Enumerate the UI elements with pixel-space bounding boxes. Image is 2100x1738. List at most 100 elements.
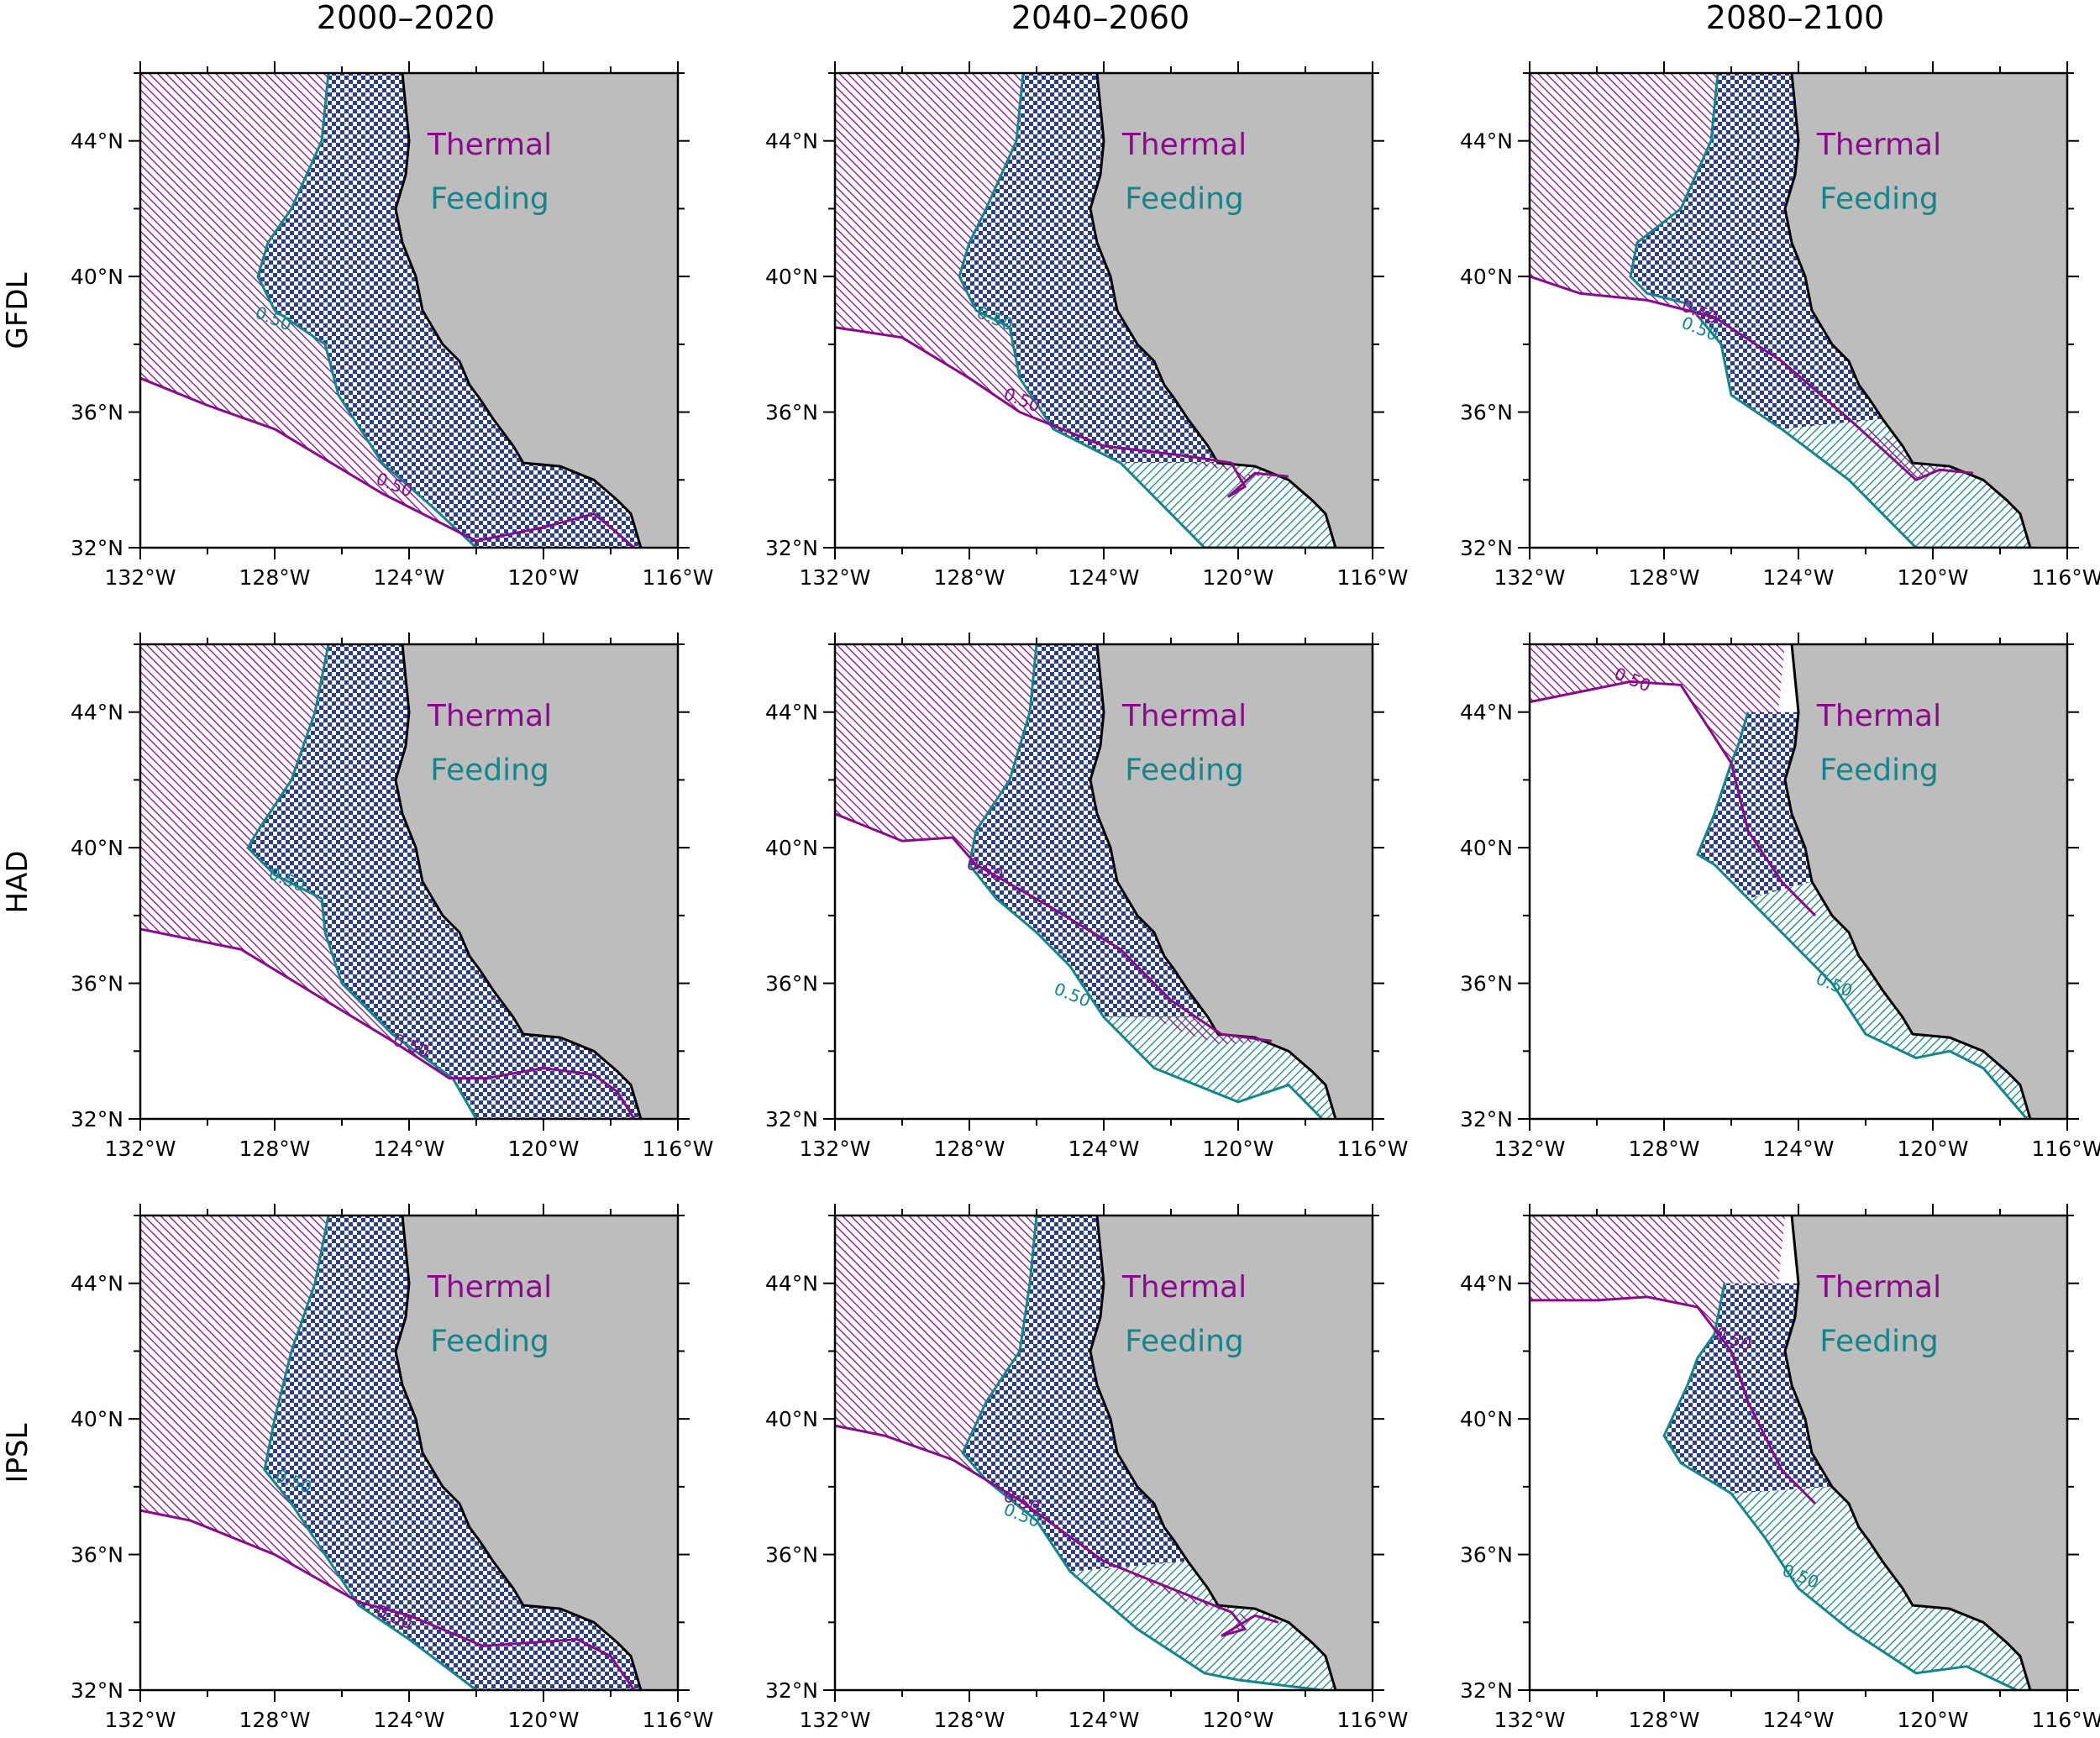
- legend-thermal: Thermal: [1121, 128, 1247, 162]
- lat-tick-label: 44°N: [71, 701, 123, 725]
- legend-thermal: Thermal: [1816, 1270, 1941, 1305]
- lon-tick-label: 128°W: [934, 1708, 1005, 1732]
- lat-tick-label: 32°N: [1460, 536, 1513, 560]
- lon-tick-label: 128°W: [239, 1137, 311, 1161]
- lon-tick-label: 132°W: [800, 565, 871, 590]
- lon-tick-label: 116°W: [643, 565, 714, 590]
- map-area: 0.500.50: [835, 73, 1373, 548]
- lon-tick-label: 116°W: [2032, 1708, 2100, 1732]
- column-title-2080-2100: 2080–2100: [1706, 0, 1884, 36]
- feeding-contour-line: [958, 73, 1339, 548]
- thermal-contour-line: [835, 812, 1273, 1042]
- lat-tick-label: 40°N: [71, 265, 123, 289]
- coastline: [1089, 73, 1337, 548]
- thermal-habitat-region: [140, 73, 638, 548]
- lat-tick-label: 44°N: [765, 701, 818, 725]
- lon-tick-label: 128°W: [239, 565, 311, 590]
- lat-tick-label: 40°N: [71, 1407, 123, 1431]
- lat-tick-label: 40°N: [765, 265, 818, 289]
- map-area: 0.500.50: [835, 644, 1373, 1119]
- lat-tick-label: 32°N: [1460, 1678, 1513, 1703]
- lat-tick-label: 36°N: [71, 972, 123, 996]
- lat-tick-label: 40°N: [1460, 265, 1513, 289]
- land-region: [1090, 644, 1373, 1119]
- legend-thermal: Thermal: [427, 1270, 552, 1305]
- lat-tick-label: 44°N: [1460, 129, 1513, 154]
- lat-tick-label: 36°N: [71, 1543, 123, 1567]
- coastline: [1783, 73, 2032, 548]
- lat-tick-label: 36°N: [765, 1543, 818, 1567]
- lon-tick-label: 116°W: [2032, 1137, 2100, 1161]
- lat-tick-label: 36°N: [1460, 1543, 1513, 1567]
- lon-tick-label: 124°W: [374, 1708, 445, 1732]
- lon-tick-label: 120°W: [508, 565, 580, 590]
- map-area: 0.500.50: [1530, 73, 2067, 548]
- feeding-contour-line: [263, 1216, 477, 1690]
- lat-tick-label: 36°N: [1460, 401, 1513, 425]
- land-region: [1785, 73, 2067, 548]
- lon-tick-label: 128°W: [934, 565, 1005, 590]
- lon-tick-label: 124°W: [1763, 565, 1835, 590]
- legend-feeding: Feeding: [1125, 1324, 1244, 1358]
- lon-tick-label: 132°W: [1494, 565, 1566, 590]
- map-area: 0.500.50: [1530, 644, 2067, 1119]
- overlap-habitat-region: [248, 644, 641, 1119]
- lon-tick-label: 128°W: [239, 1708, 311, 1732]
- lon-tick-label: 132°W: [800, 1708, 871, 1732]
- legend-feeding: Feeding: [1125, 753, 1244, 787]
- lon-tick-label: 124°W: [1068, 1137, 1140, 1161]
- thermal-habitat-region: [1530, 73, 1940, 480]
- lon-tick-label: 128°W: [1629, 565, 1700, 590]
- lon-tick-label: 116°W: [643, 1137, 714, 1161]
- lon-tick-label: 132°W: [1494, 1708, 1566, 1732]
- lon-tick-label: 116°W: [1337, 1708, 1409, 1732]
- land-region: [396, 644, 678, 1119]
- coastline: [1783, 1216, 2032, 1690]
- lon-tick-label: 132°W: [105, 565, 176, 590]
- land-region: [1090, 73, 1373, 548]
- lon-tick-label: 124°W: [1763, 1708, 1835, 1732]
- lon-tick-label: 120°W: [1203, 565, 1274, 590]
- legend-thermal: Thermal: [427, 699, 552, 733]
- lon-tick-label: 124°W: [1763, 1137, 1835, 1161]
- lat-tick-label: 44°N: [71, 129, 123, 154]
- column-title-2000-2020: 2000–2020: [317, 0, 495, 36]
- overlap-habitat-region: [969, 644, 1208, 1017]
- lat-tick-label: 36°N: [765, 401, 818, 425]
- thermal-contour-line: [140, 927, 636, 1119]
- lat-tick-label: 40°N: [1460, 1407, 1513, 1431]
- legend-thermal: Thermal: [1816, 128, 1941, 162]
- map-area: 0.500.50: [140, 73, 678, 548]
- lon-tick-label: 120°W: [508, 1708, 580, 1732]
- overlap-habitat-region: [258, 73, 641, 548]
- lon-tick-label: 116°W: [2032, 565, 2100, 590]
- legend-feeding: Feeding: [430, 753, 549, 787]
- row-label-gfdl: GFDL: [1, 272, 34, 349]
- lon-tick-label: 128°W: [1629, 1708, 1700, 1732]
- lon-tick-label: 132°W: [105, 1137, 176, 1161]
- lon-tick-label: 124°W: [374, 565, 445, 590]
- lon-tick-label: 120°W: [1898, 565, 1969, 590]
- legend-thermal: Thermal: [1816, 699, 1941, 733]
- coastline: [394, 73, 643, 548]
- column-title-2040-2060: 2040–2060: [1011, 0, 1189, 36]
- thermal-contour-line: [140, 1509, 636, 1690]
- land-region: [396, 73, 678, 548]
- lat-tick-label: 40°N: [71, 836, 123, 860]
- overlap-habitat-region: [265, 1216, 641, 1690]
- coastline: [394, 644, 643, 1119]
- lon-tick-label: 120°W: [1203, 1708, 1274, 1732]
- feeding-contour-line: [961, 1216, 1323, 1690]
- thermal-contour-line: [1530, 680, 1817, 916]
- lon-tick-label: 132°W: [1494, 1137, 1566, 1161]
- legend-feeding: Feeding: [1819, 753, 1939, 787]
- lon-tick-label: 120°W: [508, 1137, 580, 1161]
- map-area: 0.500.50: [835, 1216, 1373, 1690]
- lon-tick-label: 128°W: [1629, 1137, 1700, 1161]
- feeding-contour-line: [1696, 711, 2029, 1119]
